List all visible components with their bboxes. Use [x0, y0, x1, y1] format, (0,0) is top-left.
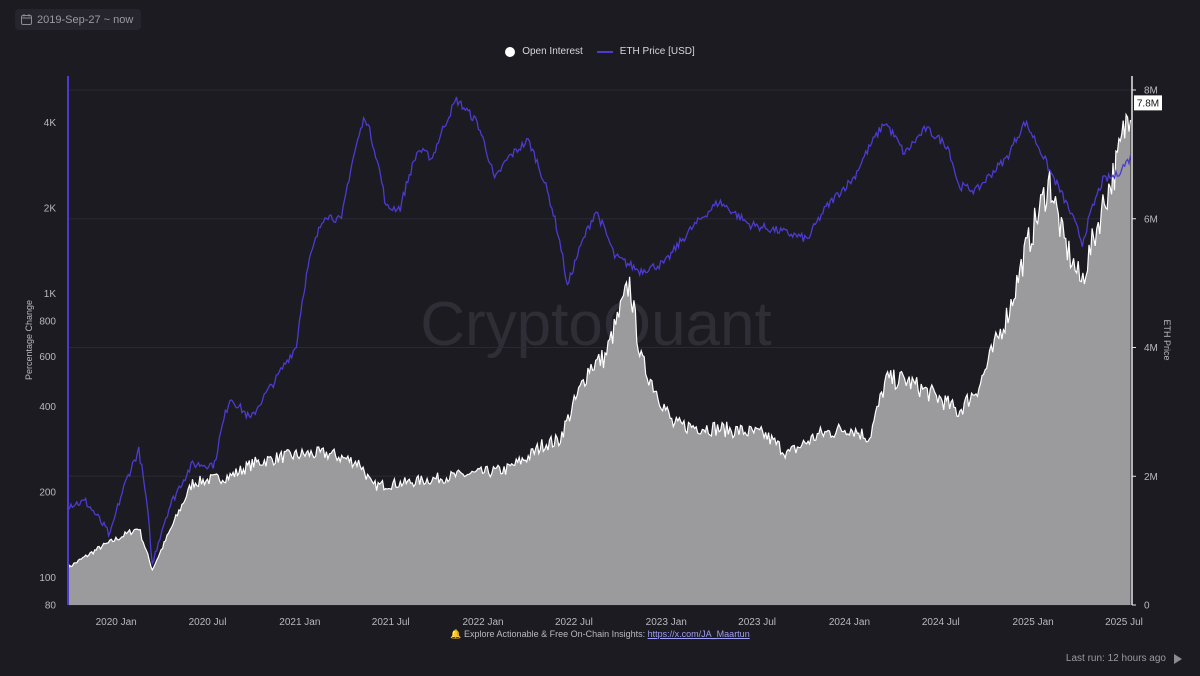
- calendar-icon: [21, 14, 32, 25]
- y-left-tick-label: 4K: [44, 118, 57, 129]
- y-right-tick-label: 2M: [1144, 472, 1158, 483]
- y-axis-right-title: ETH Price: [1162, 319, 1172, 360]
- y-axis-left-title: Percentage Change: [24, 300, 34, 380]
- date-range-selector[interactable]: 2019-Sep-27 ~ now: [15, 9, 142, 30]
- y-left-tick-label: 400: [39, 402, 56, 413]
- y-left-tick-label: 200: [39, 487, 56, 498]
- date-range-label: 2019-Sep-27 ~ now: [37, 13, 134, 26]
- y-right-tick-label: 0: [1144, 601, 1150, 612]
- open-interest-series: [67, 112, 1132, 605]
- x-tick-label: 2022 Jan: [462, 617, 503, 628]
- y-right-tick-label: 8M: [1144, 86, 1158, 97]
- x-tick-label: 2020 Jan: [96, 617, 137, 628]
- y-left-tick-label: 80: [45, 601, 57, 612]
- legend-item-open-interest[interactable]: Open Interest: [505, 46, 583, 57]
- bell-icon: 🔔: [450, 629, 462, 639]
- legend-label-open-interest: Open Interest: [522, 46, 583, 57]
- last-run-status: Last run: 12 hours ago: [1066, 653, 1182, 664]
- eth-price-line: [67, 96, 1132, 566]
- eth-price-series: [67, 96, 1132, 566]
- legend-swatch-open-interest: [505, 46, 516, 57]
- x-tick-label: 2021 Jan: [279, 617, 320, 628]
- y-left-tick-label: 600: [39, 352, 56, 363]
- x-tick-label: 2024 Jul: [922, 617, 960, 628]
- x-tick-label: 2023 Jan: [646, 617, 687, 628]
- last-run-label: Last run: 12 hours ago: [1065, 653, 1166, 664]
- y-left-tick-label: 2K: [44, 203, 57, 214]
- current-value-tag: [1134, 95, 1162, 111]
- x-tick-label: 2024 Jan: [829, 617, 870, 628]
- y-left-tick-label: 1K: [44, 289, 57, 300]
- x-tick-label: 2025 Jan: [1013, 617, 1054, 628]
- legend-label-eth-price: ETH Price [USD]: [619, 46, 695, 57]
- play-icon[interactable]: [1174, 653, 1182, 664]
- footer-note: 🔔 Explore Actionable & Free On-Chain Ins…: [0, 629, 1200, 640]
- y-left-tick-label: 800: [39, 316, 56, 327]
- current-value-label: 7.8M: [1137, 98, 1159, 109]
- open-interest-line: [67, 112, 1132, 572]
- footer-link[interactable]: https://x.com/JA_Maartun: [647, 629, 750, 639]
- x-tick-label: 2021 Jul: [372, 617, 410, 628]
- x-tick-label: 2020 Jul: [189, 617, 227, 628]
- x-tick-label: 2025 Jul: [1105, 617, 1143, 628]
- x-tick-label: 2022 Jul: [555, 617, 593, 628]
- y-right-tick-label: 6M: [1144, 214, 1158, 225]
- chart-legend: Open Interest ETH Price [USD]: [0, 46, 1200, 57]
- x-tick-label: 2023 Jul: [738, 617, 776, 628]
- watermark-text: CryptoQuant: [420, 290, 772, 359]
- y-left-tick-label: 100: [39, 573, 56, 584]
- legend-swatch-eth-price: [596, 50, 613, 53]
- footer-text: Explore Actionable & Free On-Chain Insig…: [464, 629, 646, 639]
- legend-item-eth-price[interactable]: ETH Price [USD]: [596, 46, 695, 57]
- chart-axes: 80 100 200 400 600 800 1K 2K 4K 0 2M 4M 6M 8M 2020 Jan…: [39, 76, 1162, 628]
- y-right-tick-label: 4M: [1144, 343, 1158, 354]
